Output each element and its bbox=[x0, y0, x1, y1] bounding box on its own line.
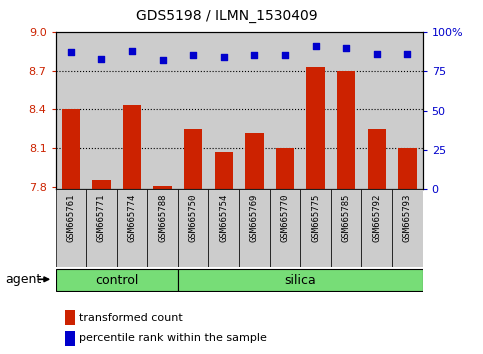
Point bbox=[98, 56, 105, 62]
Bar bbox=[178, 189, 209, 267]
Bar bbox=[123, 105, 141, 189]
Point bbox=[220, 54, 227, 60]
Point bbox=[403, 51, 411, 57]
Text: GSM665770: GSM665770 bbox=[281, 193, 289, 242]
Text: GSM665771: GSM665771 bbox=[97, 193, 106, 242]
Point bbox=[189, 53, 197, 58]
Bar bbox=[62, 109, 80, 189]
Text: GSM665793: GSM665793 bbox=[403, 193, 412, 242]
Text: GSM665769: GSM665769 bbox=[250, 193, 259, 242]
Bar bbox=[361, 189, 392, 267]
Text: percentile rank within the sample: percentile rank within the sample bbox=[79, 333, 267, 343]
Text: transformed count: transformed count bbox=[79, 313, 183, 323]
Point bbox=[373, 51, 381, 57]
Bar bbox=[56, 189, 86, 267]
Text: GSM665754: GSM665754 bbox=[219, 193, 228, 242]
Bar bbox=[337, 70, 355, 189]
Text: GSM665761: GSM665761 bbox=[66, 193, 75, 242]
Bar bbox=[92, 180, 111, 189]
Bar bbox=[392, 189, 423, 267]
Text: agent: agent bbox=[5, 273, 41, 286]
Bar bbox=[147, 189, 178, 267]
Text: GSM665785: GSM665785 bbox=[341, 193, 351, 242]
Bar bbox=[214, 152, 233, 189]
Point bbox=[312, 43, 319, 49]
Text: GDS5198 / ILMN_1530409: GDS5198 / ILMN_1530409 bbox=[136, 9, 318, 23]
Bar bbox=[86, 189, 117, 267]
Bar bbox=[65, 310, 75, 325]
Bar bbox=[331, 189, 361, 267]
Text: GSM665792: GSM665792 bbox=[372, 193, 381, 242]
Bar bbox=[270, 189, 300, 267]
Text: silica: silica bbox=[284, 274, 316, 286]
Bar bbox=[239, 189, 270, 267]
Point bbox=[251, 53, 258, 58]
Text: GSM665774: GSM665774 bbox=[128, 193, 137, 242]
Text: GSM665775: GSM665775 bbox=[311, 193, 320, 242]
Bar bbox=[276, 148, 294, 189]
Bar bbox=[300, 189, 331, 267]
Point bbox=[159, 57, 167, 63]
Point bbox=[128, 48, 136, 53]
Bar bbox=[65, 331, 75, 346]
Bar bbox=[398, 148, 416, 189]
Text: GSM665750: GSM665750 bbox=[189, 193, 198, 242]
Bar bbox=[184, 129, 202, 189]
Text: control: control bbox=[95, 274, 139, 286]
Bar bbox=[306, 67, 325, 189]
Point bbox=[281, 53, 289, 58]
Point bbox=[342, 45, 350, 51]
Bar bbox=[117, 189, 147, 267]
Bar bbox=[56, 269, 178, 291]
Bar bbox=[368, 129, 386, 189]
Point bbox=[67, 50, 75, 55]
Bar bbox=[209, 189, 239, 267]
Bar bbox=[245, 133, 264, 189]
Bar bbox=[178, 269, 423, 291]
Text: GSM665788: GSM665788 bbox=[158, 193, 167, 242]
Bar bbox=[154, 185, 172, 189]
